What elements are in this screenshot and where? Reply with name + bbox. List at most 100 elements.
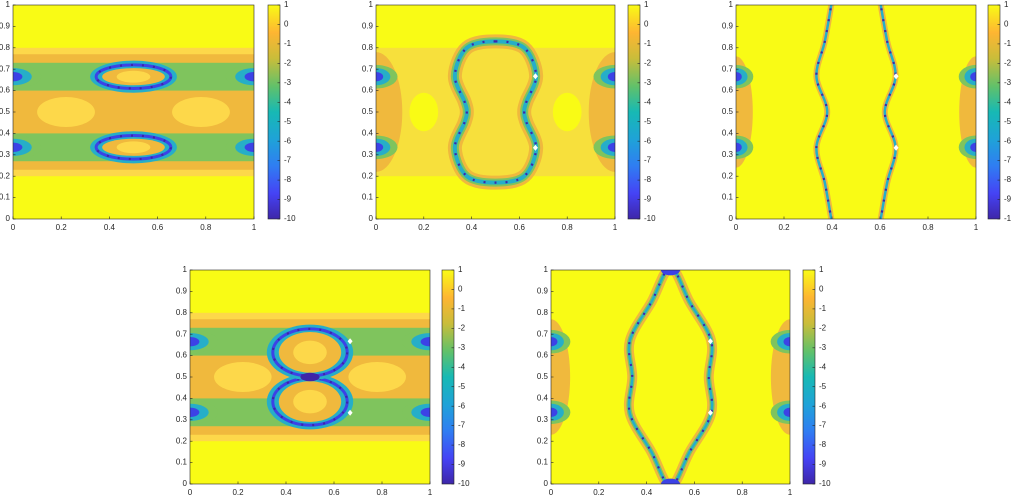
colorbar-tick-label: -9	[819, 460, 827, 469]
colorbar-tick-label: -2	[458, 323, 466, 332]
x-tick-label: 1	[974, 223, 979, 232]
x-tick-label: 0	[374, 223, 379, 232]
y-tick-label: 0	[729, 214, 734, 223]
contour-level	[172, 97, 230, 127]
colorbar-tick-label: -1	[458, 304, 466, 313]
x-tick-label: 0.8	[562, 223, 574, 232]
contour-level	[13, 71, 23, 82]
colorbar-tick-label: -10	[819, 479, 831, 488]
y-tick-label: 0.4	[0, 129, 11, 138]
colorbar-tick-label: 0	[458, 285, 463, 294]
y-tick-label: 0.7	[176, 329, 188, 338]
marker	[347, 409, 353, 416]
contour-level	[376, 71, 384, 82]
colorbar-tick-label: -9	[644, 195, 652, 204]
colorbar	[987, 4, 1001, 220]
contour-level	[376, 142, 384, 153]
x-tick-label: 1	[428, 488, 433, 497]
colorbar-tick-label: -5	[1004, 117, 1012, 126]
contour-level	[736, 142, 742, 153]
contour-level	[190, 407, 200, 418]
colorbar-tick-label: -6	[284, 136, 292, 145]
y-tick-label: 0.7	[362, 64, 374, 73]
contour-band	[736, 5, 976, 219]
contour-level	[271, 327, 349, 378]
y-tick-label: 1	[544, 265, 549, 274]
colorbar-tick-label: -1	[284, 39, 292, 48]
colorbar-tick-label: -5	[284, 117, 292, 126]
colorbar-tick-label: -3	[819, 343, 827, 352]
colorbar	[627, 4, 641, 220]
contour-level	[660, 270, 681, 276]
y-tick-label: 0.2	[362, 171, 374, 180]
colorbar-tick-label: -4	[458, 362, 466, 371]
y-tick-label: 0.1	[537, 458, 549, 467]
colorbar-tick-label: -7	[644, 156, 652, 165]
x-tick-label: 0.2	[56, 223, 68, 232]
x-tick-label: 0.4	[641, 488, 653, 497]
y-tick-label: 0.6	[537, 351, 549, 360]
colorbar-tick-label: -7	[819, 421, 827, 430]
colorbar-tick-label: -5	[819, 382, 827, 391]
y-tick-label: 0.8	[722, 43, 734, 52]
contour-level	[736, 71, 742, 82]
contour-level	[552, 92, 582, 132]
x-tick-label: 0	[11, 223, 16, 232]
y-tick-label: 0.9	[0, 22, 11, 31]
colorbar	[802, 269, 816, 485]
y-tick-label: 0.9	[176, 287, 188, 296]
colorbar-tick-label: -7	[284, 156, 292, 165]
colorbar-tick-label: -1	[644, 39, 652, 48]
contour-level	[551, 407, 558, 418]
contour-level	[970, 71, 976, 82]
contour-level	[420, 407, 430, 418]
y-tick-label: 0.3	[537, 415, 549, 424]
y-tick-label: 0.6	[362, 86, 374, 95]
colorbar-tick-label: -2	[819, 323, 827, 332]
colorbar-tick-label: -3	[1004, 78, 1012, 87]
colorbar-tick-label: -9	[458, 460, 466, 469]
x-tick-label: 0.6	[514, 223, 526, 232]
colorbar-tick-label: 1	[644, 0, 649, 9]
y-tick-label: 1	[183, 265, 188, 274]
colorbar-tick-label: -4	[644, 97, 652, 106]
y-tick-label: 0.4	[176, 394, 188, 403]
contour-field	[551, 270, 790, 484]
contour-level	[607, 71, 615, 82]
contour-field	[376, 5, 615, 219]
colorbar-tick-label: -7	[458, 421, 466, 430]
y-tick-label: 0.8	[362, 43, 374, 52]
contour-level	[94, 63, 173, 90]
y-tick-label: 0.5	[722, 107, 734, 116]
contour-line	[879, 5, 897, 219]
marker	[893, 144, 899, 151]
y-tick-label: 0.4	[722, 129, 734, 138]
colorbar-tick-label: -2	[1004, 58, 1012, 67]
y-tick-label: 0.9	[537, 287, 549, 296]
colorbar-tick-label: 0	[284, 20, 289, 29]
x-tick-label: 1	[613, 223, 618, 232]
colorbar-tick-label: -8	[284, 175, 292, 184]
colorbar-tick-label: -3	[458, 343, 466, 352]
x-tick-label: 0.8	[737, 488, 749, 497]
contour-level	[420, 336, 430, 347]
x-tick-label: 0.4	[280, 488, 292, 497]
colorbar-tick-label: -2	[284, 58, 292, 67]
y-tick-label: 1	[6, 0, 11, 9]
y-tick-label: 0.5	[176, 372, 188, 381]
y-tick-label: 0.7	[537, 329, 549, 338]
contour-field	[736, 5, 976, 219]
y-tick-label: 0.1	[362, 193, 374, 202]
colorbar-tick-label: -5	[644, 117, 652, 126]
contour-line	[453, 40, 538, 184]
x-tick-label: 0.2	[418, 223, 430, 232]
marker	[347, 338, 353, 345]
colorbar-tick-label: -6	[819, 401, 827, 410]
colorbar-tick-label: -8	[819, 440, 827, 449]
contour-level	[190, 336, 200, 347]
y-tick-label: 0.6	[722, 86, 734, 95]
marker	[532, 73, 538, 80]
contour-field	[13, 5, 254, 219]
colorbar-tick-label: -4	[284, 97, 292, 106]
